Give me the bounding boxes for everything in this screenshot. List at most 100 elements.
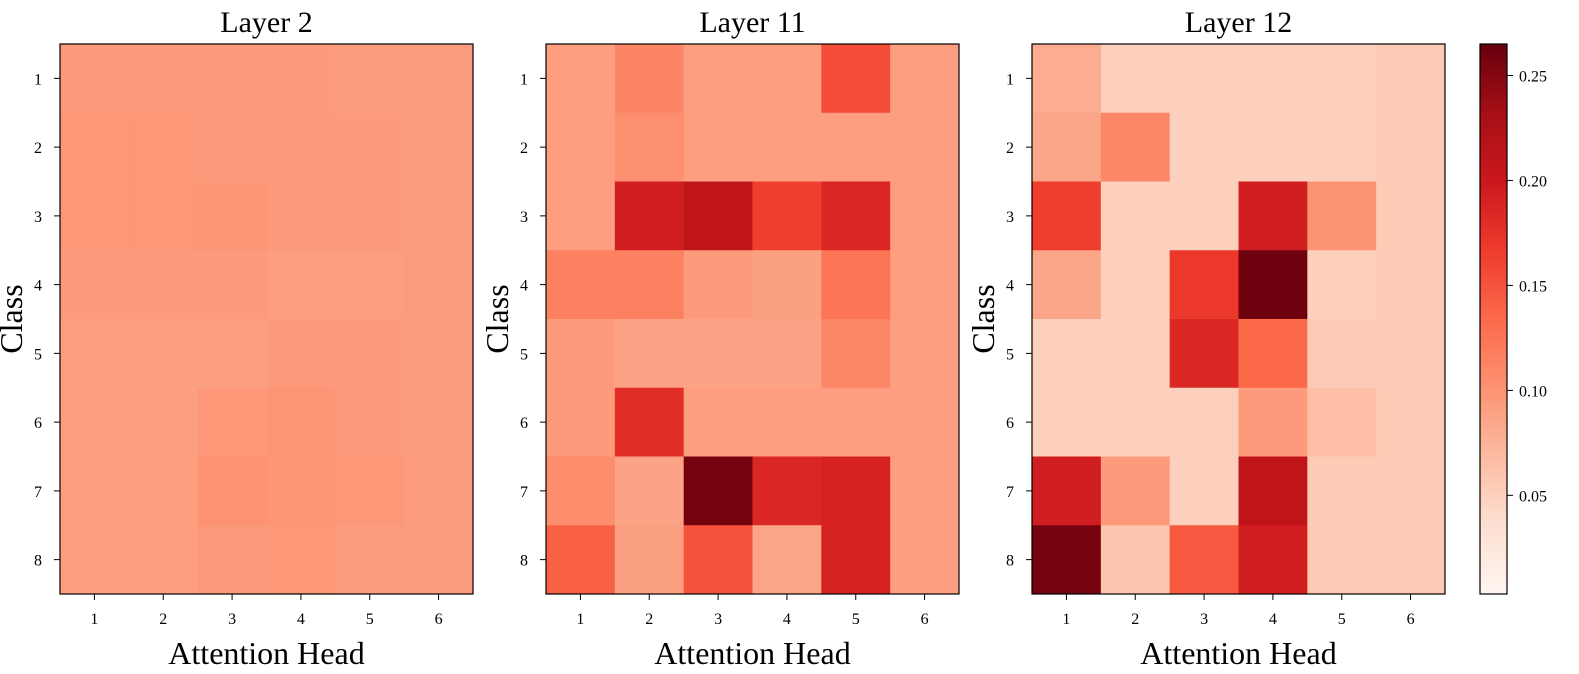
heatmap-cell [128, 181, 199, 251]
x-tick-label: 6 [1407, 611, 1415, 628]
x-axis-label: Attention Head [168, 635, 364, 671]
heatmap-cell [1307, 319, 1377, 389]
heatmap-cell [266, 44, 336, 114]
y-tick-label: 5 [1006, 346, 1014, 363]
heatmap-cell [683, 112, 753, 182]
heatmap-cell [890, 250, 960, 320]
y-tick-label: 6 [520, 415, 528, 432]
heatmap-cell [1100, 525, 1171, 595]
heatmap-cell [1169, 181, 1239, 251]
heatmap-cell [266, 112, 336, 182]
x-tick-label: 2 [1131, 611, 1139, 628]
y-tick-label: 4 [1006, 278, 1014, 295]
y-axis-label: Class [965, 284, 1001, 353]
heatmap-cell [266, 525, 336, 595]
y-tick-label: 7 [34, 484, 42, 501]
y-axis-label: Class [0, 284, 29, 353]
heatmap-cell [1032, 250, 1102, 320]
heatmap-cell [1307, 250, 1377, 320]
heatmap-cell [335, 112, 405, 182]
axes-frame [59, 43, 474, 595]
heatmap-cell [614, 44, 685, 114]
axes-frame [1031, 43, 1446, 595]
heatmap-cell [752, 181, 822, 251]
y-tick-label: 3 [520, 209, 528, 226]
heatmap-cell [890, 44, 960, 114]
heatmap-cell [60, 525, 130, 595]
heatmap-cell [1169, 44, 1239, 114]
heatmap-cell [821, 456, 891, 526]
colorbar-frame [1479, 43, 1508, 595]
heatmap-panel-3: 1 2 3 4 5 6 1 2 3 4 5 6 7 8 Layer 12 Attention Head Clas… [965, 6, 1446, 671]
heatmap-cell [1238, 44, 1308, 114]
y-tick-label: 5 [520, 346, 528, 363]
x-tick-label: 4 [783, 611, 791, 628]
heatmap-cell [546, 112, 616, 182]
heatmap-cell [821, 319, 891, 389]
heatmap-cell [683, 44, 753, 114]
heatmap-cell [197, 525, 267, 595]
heatmap-cell [60, 112, 130, 182]
heatmap-cell [821, 387, 891, 457]
heatmap-cell [266, 387, 336, 457]
heatmap-cell [128, 319, 199, 389]
heatmap-cell [546, 44, 616, 114]
colorbar-tick-label: 0.05 [1519, 488, 1547, 505]
heatmap-cell [197, 112, 267, 182]
panel-title: Layer 11 [699, 6, 805, 39]
heatmap-cell [614, 525, 685, 595]
x-axis-label: Attention Head [654, 635, 850, 671]
heatmap-cell [890, 112, 960, 182]
heatmap-cell [335, 250, 405, 320]
x-tick-label: 4 [1269, 611, 1277, 628]
panel-title: Layer 12 [1185, 6, 1292, 39]
heatmap-cell [1376, 44, 1446, 114]
heatmap-cell [614, 456, 685, 526]
x-tick-label: 5 [366, 611, 374, 628]
y-tick-label: 6 [34, 415, 42, 432]
heatmap-cell [1100, 44, 1171, 114]
y-tick-label: 6 [1006, 415, 1014, 432]
heatmap-cell [683, 181, 753, 251]
heatmap-cell [60, 456, 130, 526]
panel-title: Layer 2 [220, 6, 312, 39]
heatmap-cell [335, 525, 405, 595]
heatmap-cell [1376, 525, 1446, 595]
x-axis-label: Attention Head [1140, 635, 1336, 671]
heatmap-cell [266, 181, 336, 251]
heatmap-cell [614, 319, 685, 389]
colorbar-tick-label: 0.20 [1519, 173, 1547, 190]
heatmap-cell [546, 250, 616, 320]
heatmap-cell [1100, 456, 1171, 526]
colorbar-tick-label: 0.15 [1519, 278, 1547, 295]
x-tick-label: 1 [1062, 611, 1070, 628]
heatmap-cell [404, 44, 474, 114]
heatmap-cell [128, 456, 199, 526]
heatmap-cell [752, 112, 822, 182]
heatmap-cell [197, 319, 267, 389]
heatmap-cell [821, 181, 891, 251]
heatmap-cell [60, 319, 130, 389]
heatmap-cell [128, 44, 199, 114]
heatmap-cell [614, 112, 685, 182]
heatmap-cell [404, 181, 474, 251]
heatmap-cell [128, 525, 199, 595]
x-tick-label: 2 [645, 611, 653, 628]
heatmap-cell [821, 250, 891, 320]
heatmap-cell [1169, 112, 1239, 182]
heatmap-cell [1307, 387, 1377, 457]
heatmap-cell [683, 250, 753, 320]
heatmap-panels: 1 2 3 4 5 6 1 2 3 4 5 6 7 8 Layer 2 Attention Head Class… [0, 6, 1446, 671]
heatmap-cell [1376, 319, 1446, 389]
heatmap-cell [1100, 387, 1171, 457]
y-tick-label: 4 [34, 278, 42, 295]
heatmap-cell [197, 456, 267, 526]
y-tick-label: 3 [34, 209, 42, 226]
heatmap-cell [752, 319, 822, 389]
heatmap-cell [335, 44, 405, 114]
heatmap-cell [752, 44, 822, 114]
x-tick-label: 3 [1200, 611, 1208, 628]
y-tick-label: 7 [1006, 484, 1014, 501]
x-tick-label: 1 [90, 611, 98, 628]
heatmap-cell [546, 456, 616, 526]
